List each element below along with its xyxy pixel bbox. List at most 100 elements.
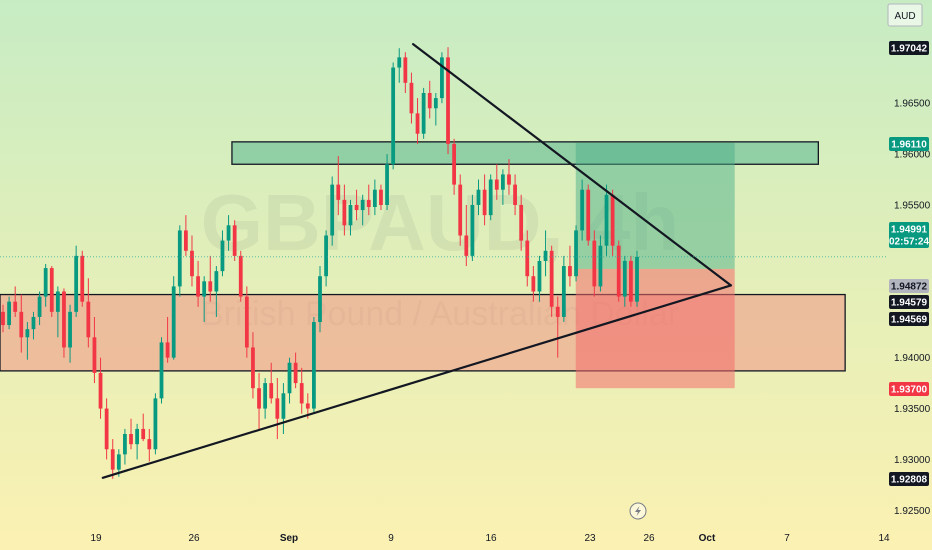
candle [159,337,164,404]
candle-body [129,434,133,445]
price-axis[interactable]: 1.96500 1.96000 1.95500 1.94000 1.93500 1.930… [889,41,931,517]
lightning-icon[interactable] [629,502,647,520]
currency-box[interactable] [887,3,923,27]
candle-body [68,311,72,348]
candle [336,156,341,216]
candle [135,423,140,460]
price-badge-entry: 1.94872 [889,279,929,293]
candle [13,286,18,317]
candle-body [525,240,530,277]
price-badge-bg [889,382,929,396]
candle [232,220,237,261]
candle-body [513,184,517,205]
candle-body [177,230,182,287]
candle-body [299,383,304,404]
candle [409,72,414,124]
candle [129,418,133,450]
candle-body [409,82,414,114]
price-badge-text: 1.94991 [891,225,928,236]
candle-body [318,276,322,323]
candle [476,179,481,216]
candle-body [293,362,298,384]
candle [251,332,255,399]
candle [507,159,511,195]
candle-body [98,372,103,409]
price-badge-bg [889,472,929,486]
candle [531,266,536,302]
candle-body [104,408,109,450]
candle [446,47,450,155]
candle [427,80,432,119]
candle-body [629,260,633,302]
candle-body [263,383,268,409]
candle [293,352,298,389]
candle-body [415,113,420,134]
candle-body [141,428,146,440]
time-tick-label: 26 [188,533,200,544]
candle [214,266,219,317]
candle-body [74,255,79,312]
candle [543,230,548,277]
price-badge-text: 1.96110 [891,140,927,151]
trendline-ascending [101,284,732,479]
candle-body [476,189,481,205]
candle [123,428,127,465]
candle [519,194,524,251]
candle [74,245,79,317]
candle-body [616,245,621,297]
candle-body [13,301,18,312]
candle-body [385,164,389,205]
candle [153,393,158,455]
time-axis[interactable]: 19 26 Sep 9 16 23 26 Oct 7 14 [90,533,890,544]
candle [269,362,274,404]
candle [348,199,353,236]
candle-body [86,301,91,338]
candle [49,266,54,317]
candle [177,225,182,297]
candle-body [397,57,402,68]
candle-body [586,189,591,241]
price-axis-background [887,0,932,550]
candle-body [147,439,152,450]
price-tick-label: 1.93000 [894,455,931,466]
candle [171,276,176,360]
candle [220,230,225,277]
candle [464,204,469,267]
price-badge-level2: 1.94569 [889,312,929,326]
candle [458,174,463,246]
candle [580,179,585,241]
candle-body [305,403,310,409]
price-badge-text: 1.97042 [891,44,928,55]
candle-body [427,92,432,109]
position-layer [575,142,735,389]
position-stop-area [575,268,735,389]
candle-body [452,143,457,185]
trendline-descending [411,43,732,287]
candle-body [7,301,11,326]
candle-body [312,322,316,409]
candle-body [354,204,359,211]
price-tick-label: 1.95500 [894,200,931,211]
candle [43,264,48,307]
candle [391,62,396,170]
candle-body [592,240,597,287]
candle-body [208,281,213,292]
candle-body [257,388,261,409]
candle [287,357,292,404]
candle-body [62,291,66,348]
price-badge-bg [889,222,929,248]
price-badge-level1: 1.94579 [889,295,929,309]
candle [513,174,517,216]
price-tick-label: 1.94000 [894,353,931,364]
price-badge-countdown: 02:57:24 [889,237,929,248]
candle [610,189,615,256]
candle [500,169,505,205]
candle [196,260,200,307]
candle-body [580,189,585,231]
candle-body [494,179,499,190]
candle [494,164,499,200]
candle [385,154,389,211]
candle [92,316,97,384]
